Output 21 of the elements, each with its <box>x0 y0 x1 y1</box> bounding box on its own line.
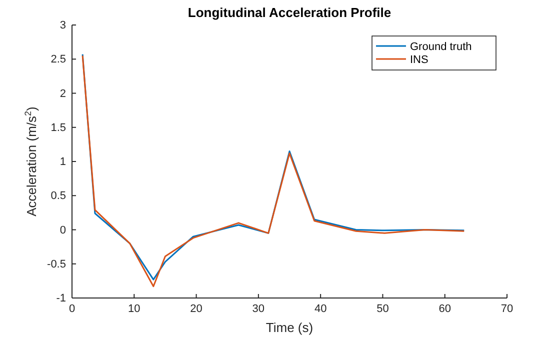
chart-title: Longitudinal Acceleration Profile <box>188 5 392 20</box>
x-tick-label: 40 <box>314 302 327 315</box>
legend-label: INS <box>410 54 428 66</box>
y-tick-label: 1.5 <box>50 122 66 134</box>
x-tick-label: 60 <box>438 302 451 315</box>
x-tick-label: 20 <box>190 302 202 315</box>
x-tick-label: 50 <box>376 302 389 315</box>
y-tick-label: 2.5 <box>50 54 66 66</box>
y-tick-label: 3 <box>60 20 66 32</box>
y-tick-label: 2 <box>60 88 66 100</box>
x-tick-label: 10 <box>128 302 140 315</box>
x-tick-label: 30 <box>252 302 265 315</box>
x-axis-title: Time (s) <box>266 320 314 335</box>
y-tick-label: -1 <box>56 292 66 305</box>
x-tick-label: 70 <box>500 302 514 315</box>
y-tick-label: -0.5 <box>47 258 66 270</box>
y-tick-label: 0.5 <box>50 190 66 202</box>
legend-label: Ground truth <box>410 41 472 53</box>
y-tick-label: 1 <box>60 156 66 168</box>
x-tick-label: 0 <box>68 302 76 315</box>
y-tick-label: 0 <box>60 224 66 236</box>
